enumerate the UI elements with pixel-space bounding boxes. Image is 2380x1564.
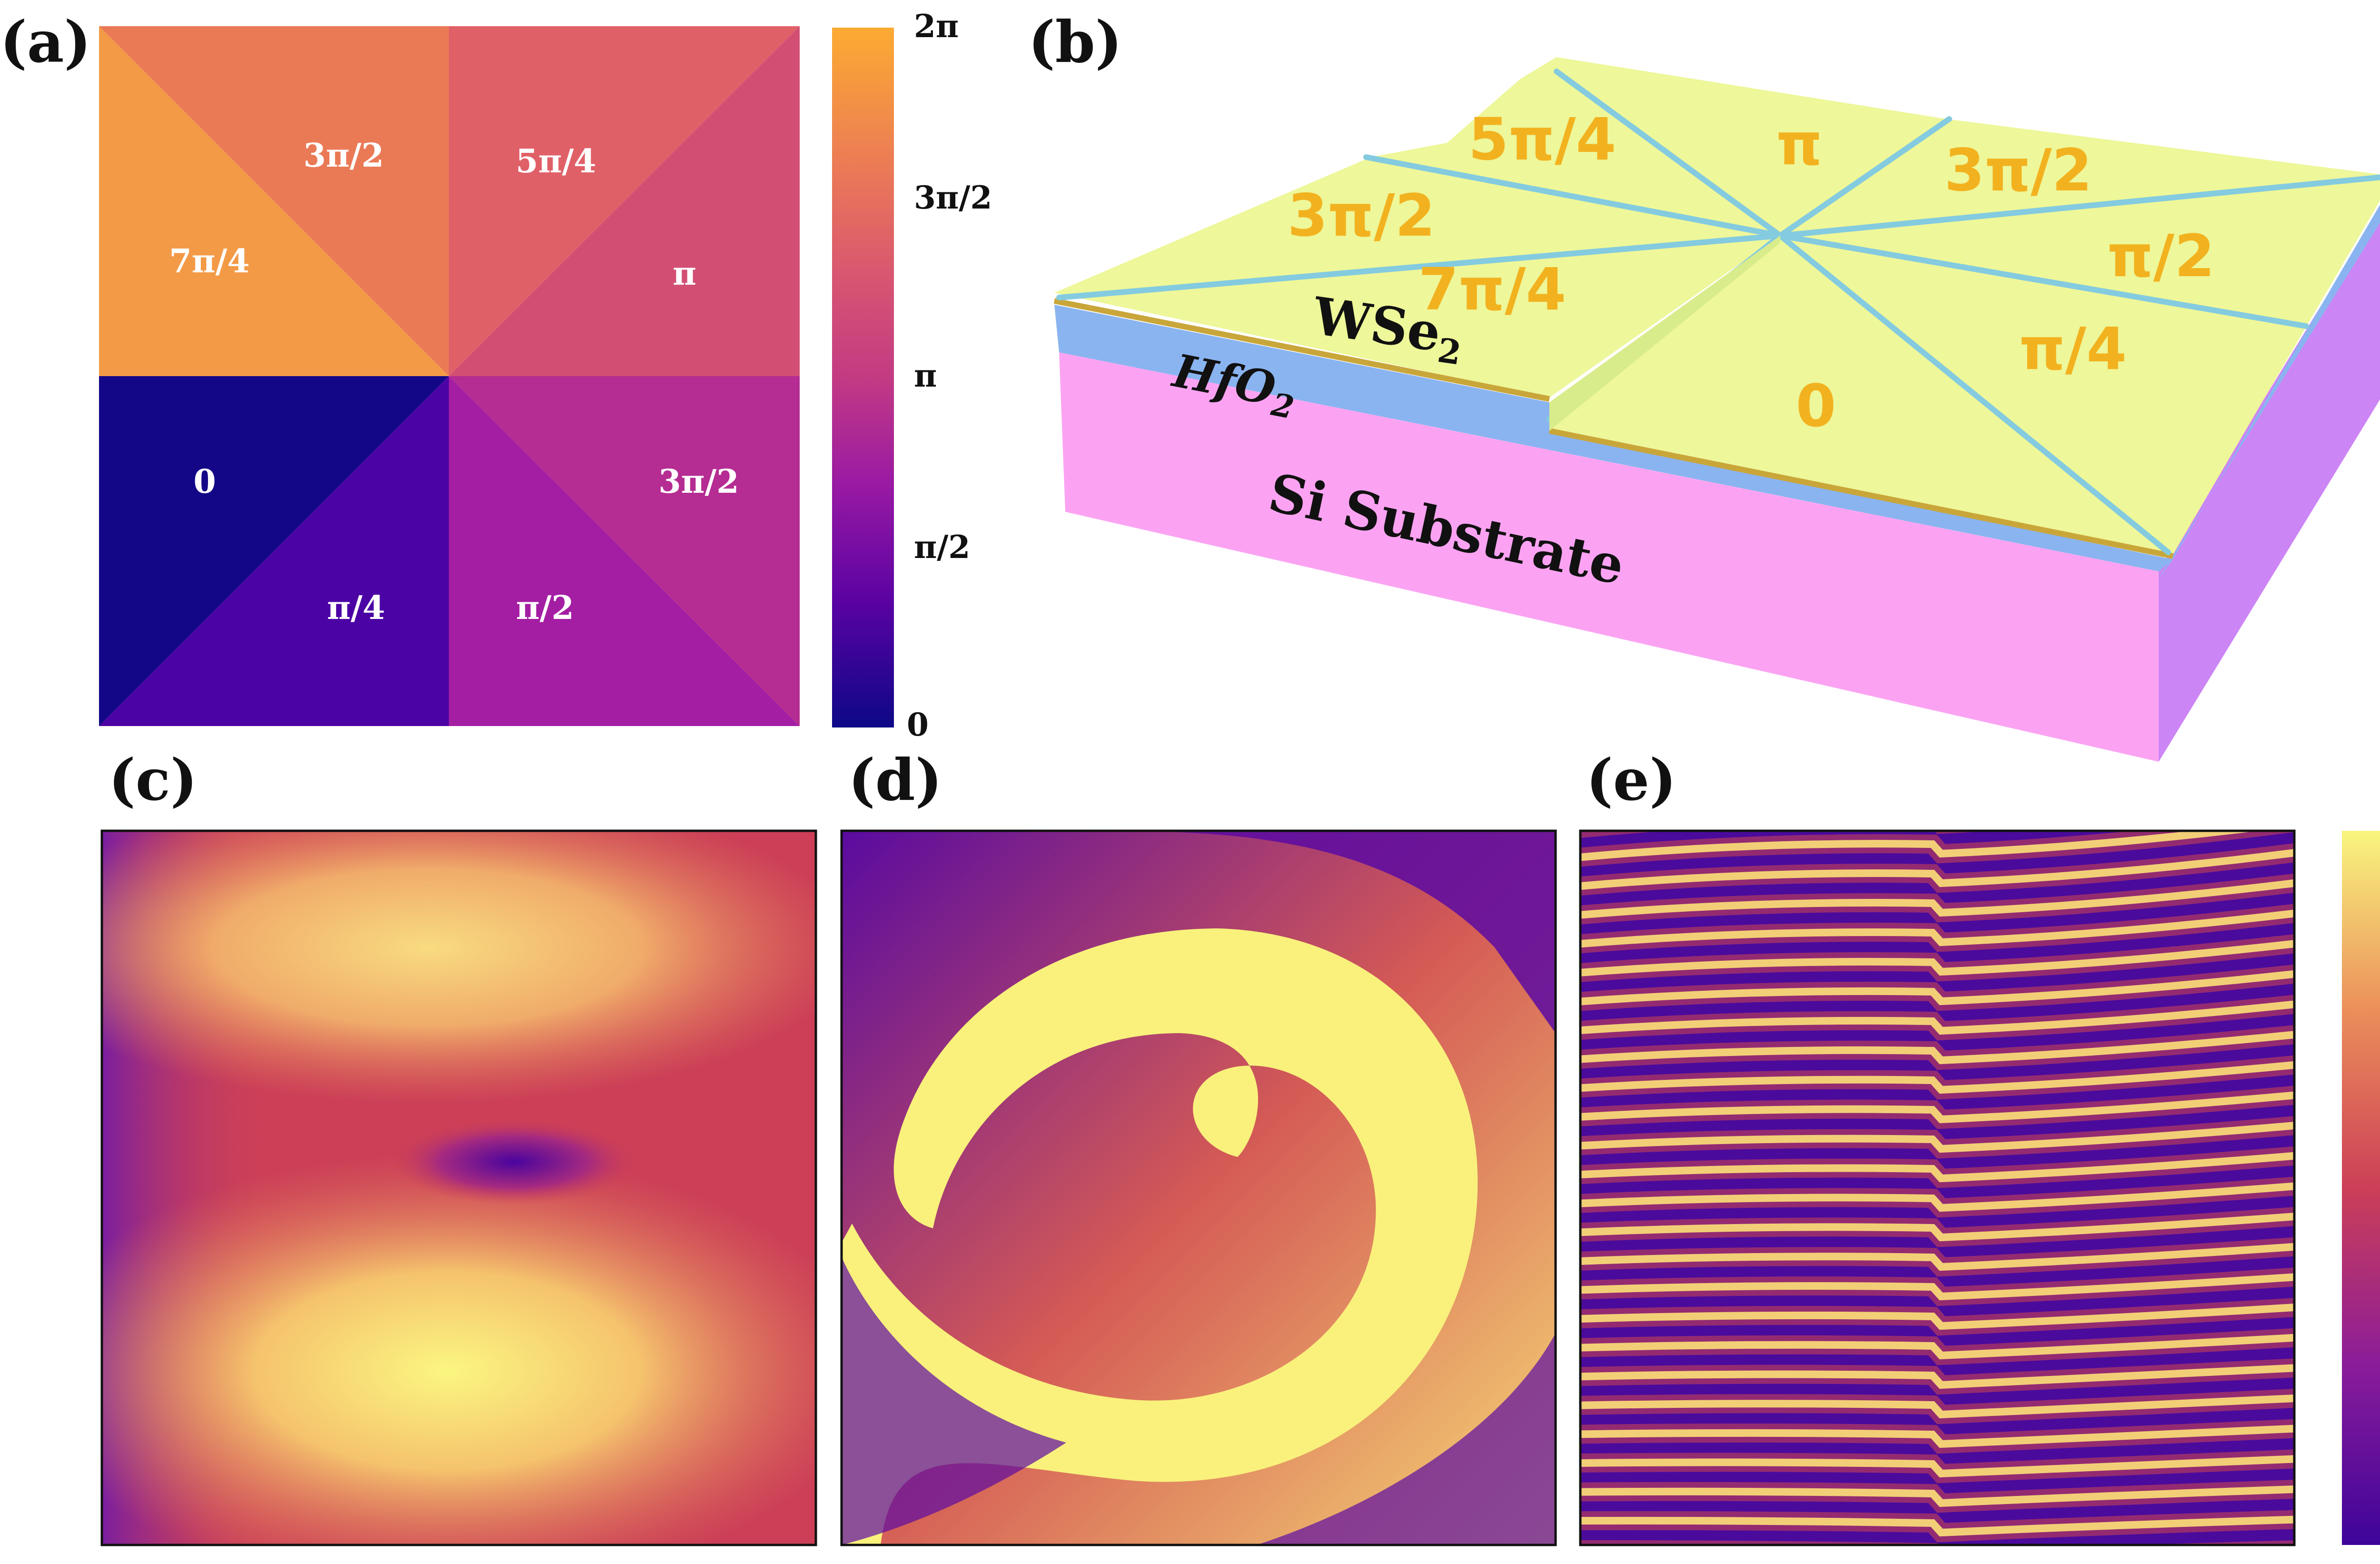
colorbar-tick: π [914, 357, 937, 394]
fringe-line [1580, 1091, 2294, 1124]
panel-a-label: (a) [0, 9, 91, 76]
fringe-line [1580, 1152, 2294, 1183]
fringe-line [1580, 1031, 2294, 1065]
fringe-line [1580, 1550, 2294, 1562]
segment-label: 0 [193, 463, 216, 501]
phase-map-d [842, 831, 1556, 1545]
fringe-line [1580, 849, 2294, 890]
segment-bottom-left-upper [99, 376, 449, 726]
segment-bottom-right-lower [449, 376, 800, 726]
colorbar-tick: π/2 [914, 528, 970, 566]
fringe-halo [1580, 831, 1997, 838]
fringe-line [1580, 1455, 2294, 1478]
step-face [1549, 236, 1780, 431]
segment-label: π [673, 255, 696, 293]
intensity-map-c [102, 831, 816, 1545]
si-substrate [1059, 352, 2159, 762]
segment-label: π/2 [516, 589, 574, 627]
intensity-colorbar [2342, 831, 2380, 1545]
fringe-line [1580, 1334, 2294, 1360]
phase-mask [99, 26, 800, 726]
device-schematic [1053, 57, 2380, 762]
wse2-edge [1548, 428, 2174, 559]
wse2-top-front [1549, 178, 2380, 555]
sector-label: π/2 [2107, 222, 2215, 290]
segment-label: 7π/4 [169, 242, 249, 280]
fringe-line [1580, 1061, 2294, 1094]
segment-label: π/4 [327, 589, 385, 627]
segment-top-left-lower [99, 26, 449, 376]
wse2-edge [1053, 298, 1550, 402]
sector-label: 7π/4 [1418, 256, 1567, 323]
fringe-line [1580, 1000, 2294, 1035]
segment-label: 3π/2 [658, 463, 739, 501]
panel-c-label: (c) [109, 747, 198, 814]
fringe-line [1580, 970, 2294, 1006]
fringe-line [1580, 1395, 2294, 1419]
fringe-line [1580, 1182, 2294, 1212]
fringe-line [1580, 1515, 2294, 1537]
fringe-line [1580, 831, 2259, 861]
colorbar-tick: 0 [907, 706, 929, 743]
hfo2-layer-front [1549, 431, 2173, 571]
sector-label: π/4 [2019, 315, 2127, 383]
colorbar-tick: 2π [914, 8, 959, 45]
segment-label: 5π/4 [516, 142, 596, 180]
interference-map-e [1580, 831, 2294, 1562]
hfo2-layer [1054, 305, 1549, 450]
panel-d-frame [840, 829, 1557, 1546]
fringe-line [1580, 1243, 2294, 1271]
panel-c-frame [100, 829, 817, 1546]
wse2-top-back [1054, 57, 2380, 398]
fringe-line [1580, 1122, 2294, 1153]
fringe-line [1580, 879, 2294, 919]
fringe-line [1580, 1425, 2294, 1448]
phase-colorbar [832, 28, 894, 727]
si-substrate-side [2159, 209, 2380, 762]
panel-d-label: (d) [848, 747, 942, 814]
fringe-line [1580, 1364, 2294, 1389]
fringe-halo [1580, 1540, 2294, 1545]
panel-e-frame [1579, 829, 2296, 1546]
panel-e-label: (e) [1586, 747, 1676, 814]
sector-label: 5π/4 [1468, 106, 1616, 173]
sector-label: π [1776, 110, 1823, 178]
segment-label: 3π/2 [303, 137, 384, 175]
sector-label: 3π/2 [1944, 137, 2092, 204]
fringe-line [1580, 909, 2294, 948]
segment-top-right-lower [449, 26, 800, 376]
colorbar-tick: 3π/2 [914, 179, 992, 216]
fringe-line [1580, 831, 1596, 832]
panel-b-label: (b) [1028, 9, 1122, 76]
sector-label: 3π/2 [1288, 182, 1436, 249]
fringe-line [1580, 1213, 2294, 1242]
fringe-line [1580, 1273, 2294, 1301]
fringe-line [1580, 1304, 2294, 1330]
sector-label: 0 [1796, 372, 1836, 440]
fringe-line [1580, 1485, 2294, 1507]
fringe-line [1580, 940, 2294, 976]
